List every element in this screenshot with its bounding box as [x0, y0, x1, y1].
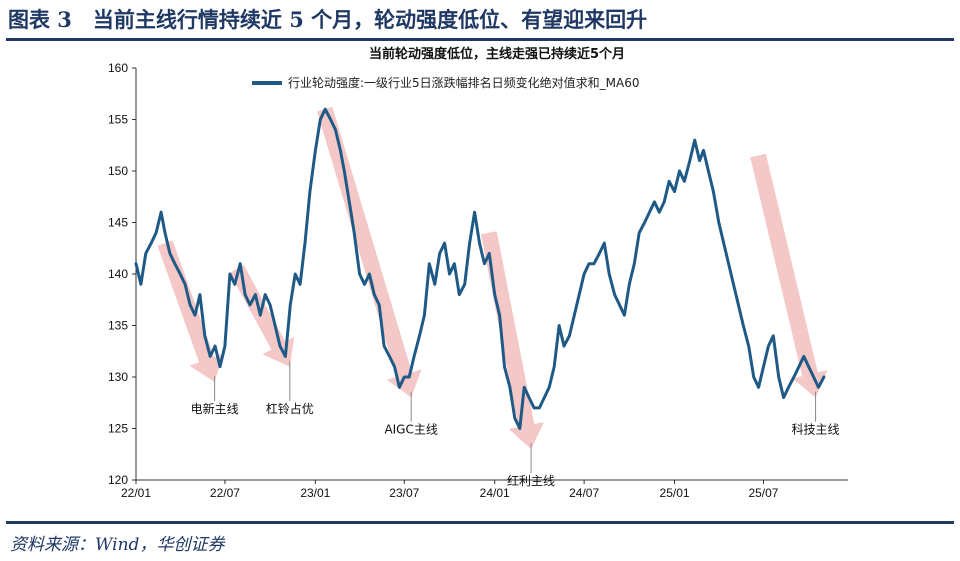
y-tick-label: 160 — [108, 61, 128, 75]
trend-arrow — [157, 240, 224, 383]
source-note: 资料来源：Wind，华创证券 — [10, 535, 225, 555]
x-tick-label: 24/07 — [569, 486, 599, 500]
trend-arrow — [317, 106, 422, 398]
y-tick-label: 145 — [108, 216, 128, 230]
y-tick-label: 155 — [108, 113, 128, 127]
y-tick-label: 130 — [108, 370, 128, 384]
annotation-label: 科技主线 — [792, 423, 840, 437]
trend-arrow — [750, 153, 828, 398]
y-tick-label: 120 — [108, 473, 128, 487]
x-tick-label: 22/07 — [210, 486, 240, 500]
line-chart: 当前轮动强度低位，主线走强已持续近5个月 1201251301351401451… — [108, 46, 848, 500]
x-tick-label: 24/01 — [480, 486, 510, 500]
x-tick-label: 25/01 — [660, 486, 690, 500]
legend: 行业轮动强度:一级行业5日涨跌幅排名日频变化绝对值求和_MA60 — [252, 75, 640, 90]
y-tick-label: 135 — [108, 319, 128, 333]
x-tick-label: 23/01 — [300, 486, 330, 500]
series-line — [134, 107, 826, 430]
bottom-rule — [6, 521, 954, 524]
y-tick-label: 125 — [108, 422, 128, 436]
legend-entry: 行业轮动强度:一级行业5日涨跌幅排名日频变化绝对值求和_MA60 — [288, 75, 640, 90]
figure-title: 图表 3 当前主线行情持续近 5 个月，轮动强度低位、有望迎来回升 — [8, 7, 648, 32]
y-tick-label: 150 — [108, 164, 128, 178]
top-rule — [6, 38, 954, 41]
annotation-label: 电新主线 — [191, 401, 239, 416]
annotation-label: 杠铃占优 — [266, 401, 314, 416]
x-tick-label: 23/07 — [389, 486, 419, 500]
x-tick-label: 22/01 — [121, 486, 151, 500]
x-tick-label: 25/07 — [748, 486, 778, 500]
annotation-label: AIGC主线 — [384, 423, 437, 437]
annotation-label: 红利主线 — [507, 473, 555, 488]
series-layer — [134, 107, 826, 430]
y-tick-label: 140 — [108, 267, 128, 281]
chart-title: 当前轮动强度低位，主线走强已持续近5个月 — [369, 46, 625, 62]
axes: 120 125 130 135 140 145 150 155 160 22/01 22/07 23/… — [108, 61, 848, 500]
